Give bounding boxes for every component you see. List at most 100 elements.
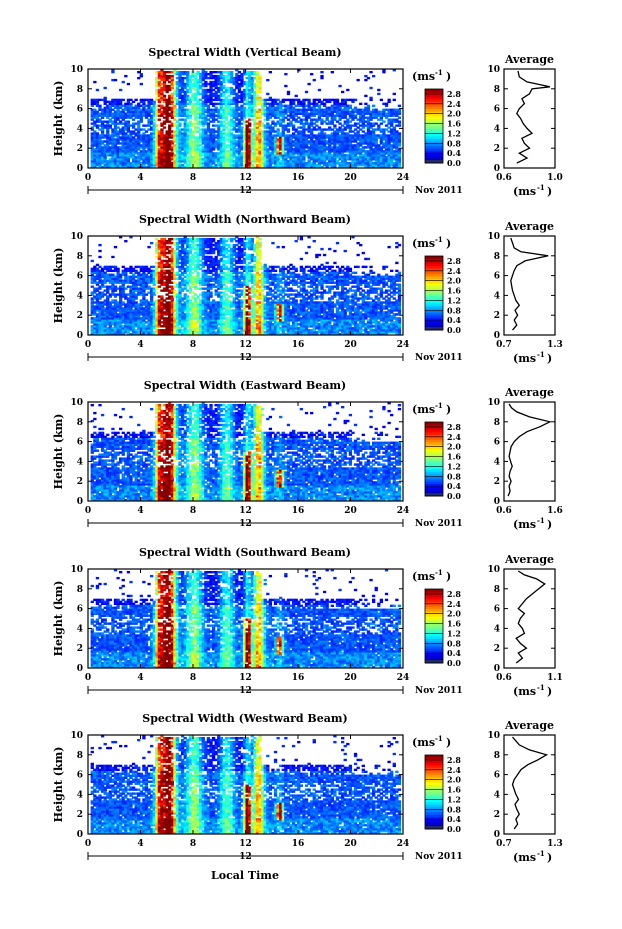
average-x-tick-label: 1.0 (547, 173, 563, 183)
heatmap-cell (116, 106, 120, 109)
heatmap-cell (217, 156, 221, 159)
heatmap-cell (137, 134, 141, 137)
heatmap-cell (134, 150, 138, 153)
heatmap-cell (263, 154, 267, 157)
heatmap-cell (297, 150, 301, 153)
heatmap-cell (162, 80, 167, 84)
heatmap-cell (232, 128, 236, 131)
heatmap-cell (299, 158, 304, 161)
heatmap-cell (253, 120, 257, 123)
heatmap-cell (310, 150, 314, 153)
heatmap-cell (232, 148, 236, 151)
heatmap-cell (113, 158, 118, 161)
heatmap-cell (253, 142, 257, 145)
heatmap-cell (160, 158, 164, 161)
heatmap-cell (144, 110, 149, 113)
heatmap-cell (281, 154, 285, 157)
heatmap-cell (100, 116, 105, 119)
heatmap-cell (317, 114, 322, 117)
heatmap-cell (160, 144, 164, 147)
heatmap-cell (211, 98, 216, 102)
heatmap-cell (325, 110, 329, 113)
heatmap-cell (108, 102, 112, 106)
heatmap-cell (188, 162, 193, 165)
heatmap-cell (307, 124, 311, 127)
heatmap-cell (188, 108, 193, 111)
heatmap-cell (335, 134, 340, 137)
heatmap-cell (299, 164, 304, 167)
heatmap-cell (302, 110, 306, 113)
heatmap-cell (201, 142, 205, 145)
heatmap-cell (168, 152, 172, 155)
heatmap-cell (116, 132, 120, 135)
heatmap-cell (248, 100, 252, 104)
heatmap-cell (230, 74, 234, 78)
heatmap-cell (240, 152, 244, 155)
heatmap-cell (160, 150, 164, 153)
heatmap-cell (397, 132, 402, 135)
heatmap-cell (304, 144, 309, 147)
heatmap-cell (333, 100, 337, 104)
heatmap-cell (173, 158, 177, 161)
heatmap-cell (217, 128, 221, 131)
heatmap-cell (237, 128, 242, 131)
heatmap-cell (214, 144, 218, 147)
heatmap-cell (333, 146, 337, 149)
average-x-tick-label: 0.6 (496, 173, 512, 183)
heatmap-cell (126, 140, 131, 143)
heatmap-cell (299, 112, 304, 115)
heatmap-cell (366, 158, 371, 161)
heatmap-cell (224, 76, 229, 80)
heatmap-cell (196, 164, 200, 167)
heatmap-cell (374, 116, 378, 119)
heatmap-cell (196, 82, 200, 86)
heatmap-cell (111, 255, 115, 259)
heatmap-cell (330, 132, 334, 135)
heatmap-cell (224, 138, 229, 141)
heatmap-cell (312, 126, 316, 129)
heatmap-cell (199, 76, 203, 80)
heatmap-cell (175, 142, 180, 145)
heatmap-cell (98, 138, 102, 141)
heatmap-cell (93, 122, 97, 125)
heatmap-cell (155, 108, 159, 111)
heatmap-cell (245, 166, 249, 169)
heatmap-cell (312, 108, 316, 111)
heatmap-cell (302, 98, 306, 102)
heatmap-cell (245, 114, 249, 117)
heatmap-cell (242, 108, 247, 111)
heatmap-cell (291, 102, 296, 106)
heatmap-cell (346, 140, 350, 143)
heatmap-cell (100, 132, 105, 135)
heatmap-cell (322, 132, 327, 135)
heatmap-cell (369, 112, 373, 115)
heatmap-cell (379, 118, 384, 121)
heatmap-cell (178, 74, 182, 78)
heatmap-cell (304, 104, 309, 108)
heatmap-cell (204, 128, 208, 131)
heatmap-cell (335, 162, 340, 165)
heatmap-cell (297, 102, 301, 106)
heatmap-cell (338, 128, 342, 131)
heatmap-cell (338, 110, 342, 113)
heatmap-cell (333, 158, 337, 161)
heatmap-cell (188, 136, 193, 139)
heatmap-cell (196, 70, 200, 74)
heatmap-cell (286, 124, 291, 127)
heatmap-cell (126, 142, 131, 145)
heatmap-cell (175, 94, 180, 98)
heatmap-cell (224, 152, 229, 155)
heatmap-cell (108, 108, 112, 111)
heatmap-cell (317, 142, 322, 145)
heatmap-cell (144, 136, 149, 139)
heatmap-cell (90, 148, 94, 151)
heatmap-cell (199, 86, 203, 90)
heatmap-cell (235, 98, 239, 102)
heatmap-cell (379, 150, 384, 153)
heatmap-cell (255, 114, 260, 117)
heatmap-cell (108, 158, 112, 161)
heatmap-cell (351, 130, 355, 133)
heatmap-cell (124, 154, 128, 157)
heatmap-cell (199, 98, 203, 102)
heatmap-cell (242, 72, 247, 76)
